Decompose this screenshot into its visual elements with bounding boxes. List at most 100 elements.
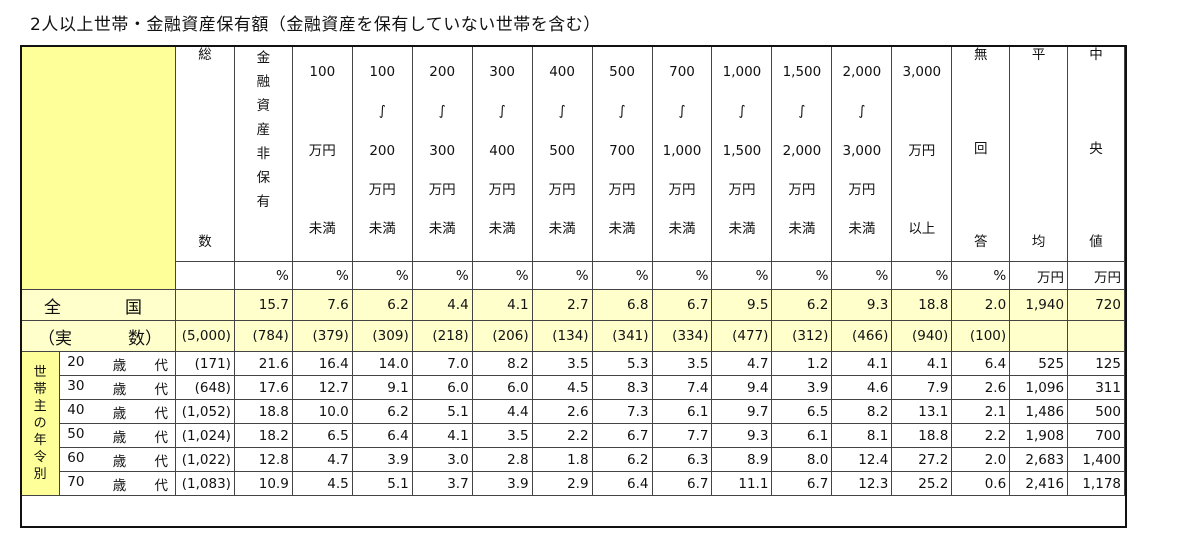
- header-char: 値: [1089, 234, 1103, 250]
- header-range-mid2: 500: [549, 142, 575, 159]
- age-count: (1,052): [175, 399, 235, 424]
- age-value: 6.0: [411, 375, 473, 400]
- age-label: 20 歳 代: [59, 351, 177, 376]
- age-value: 6.1: [651, 399, 713, 424]
- age-sai: 歳: [112, 429, 127, 446]
- header-range-mid1: ∫: [798, 103, 806, 120]
- age-number: 60: [67, 449, 85, 466]
- age-value: 2.2: [531, 423, 593, 448]
- national-value: 7.6: [291, 289, 353, 321]
- age-row: 世帯主の年令別 20 歳代 (171) 21.6 16.4 14.0 7.0 8.2 3.5 5.3…: [19, 351, 1125, 496]
- unit-cell: %: [591, 261, 653, 290]
- age-value: 1,908: [1009, 423, 1069, 448]
- age-value: 6.5: [771, 399, 833, 424]
- header-range-mid1: ∫: [378, 103, 386, 120]
- age-value: 4.4: [471, 399, 533, 424]
- age-label: 50 歳 代: [59, 423, 177, 448]
- national-count-blank: [1009, 320, 1069, 352]
- national-value: 4.4: [411, 289, 473, 321]
- age-sai: 歳: [112, 405, 127, 422]
- side-label-char: 年: [33, 433, 47, 448]
- age-value: 1,096: [1009, 375, 1069, 400]
- header-char: 産: [256, 122, 271, 138]
- unit-cell: 万円: [1009, 261, 1069, 290]
- age-row: 70 歳代 (1,083) 10.9 4.5 5.1 3.7 3.9 2.9 6.4 6.7 11.1…: [21, 471, 1125, 496]
- unit-cell: %: [651, 261, 713, 290]
- header-range-mid1: ∫: [498, 103, 506, 120]
- header-range-bottom: 未満: [848, 221, 876, 237]
- header-char: 総: [198, 47, 212, 63]
- age-value: 2.6: [531, 399, 593, 424]
- age-value: 1.8: [531, 447, 593, 472]
- corner-cell: [19, 45, 177, 290]
- national-count-label-char: （実: [38, 328, 72, 349]
- age-value: 2.9: [531, 471, 593, 496]
- age-value: 6.1: [771, 423, 833, 448]
- age-value: 12.7: [291, 375, 353, 400]
- age-value: 4.6: [831, 375, 893, 400]
- age-value: 3.9: [351, 447, 413, 472]
- age-value: 8.2: [471, 351, 533, 376]
- national-count: (334): [651, 320, 713, 352]
- age-sai: 歳: [112, 453, 127, 470]
- age-value: 6.7: [591, 423, 653, 448]
- age-value: 2,683: [1009, 447, 1069, 472]
- side-label-char: 帯: [33, 382, 47, 397]
- header-range-mid2: 200: [369, 142, 396, 159]
- age-count: (171): [175, 351, 235, 376]
- header-range-bottom: 未満: [788, 221, 816, 237]
- age-value: 9.3: [711, 423, 773, 448]
- national-row: 全国 15.7 7.6 6.2 4.4 4.1 2.7 6.8 6.7 9.5 6.2 9.3 18.8…: [19, 289, 1125, 321]
- national-count-label-char: 数）: [128, 328, 163, 349]
- national-count: (784): [233, 320, 293, 352]
- unit-cell: %: [831, 261, 893, 290]
- age-value: 12.3: [831, 471, 893, 496]
- age-value: 27.2: [891, 447, 953, 472]
- age-row: 40 歳 代 (1,052) 18.8 10.0 6.2 5.1 4.4 2.6 7.3 6.1 9.7…: [21, 399, 1125, 424]
- header-char: 非: [256, 146, 271, 162]
- age-value: 4.5: [291, 471, 353, 496]
- national-count-blank: [1067, 320, 1125, 352]
- national-value: 9.5: [711, 289, 773, 321]
- age-dai: 代: [154, 453, 169, 470]
- header-range-top: 300: [489, 64, 516, 80]
- age-value: 7.4: [651, 375, 713, 400]
- age-value: 25.2: [891, 471, 953, 496]
- age-dai: 代: [154, 357, 169, 374]
- header-range-mid1: ∫: [618, 103, 626, 120]
- national-value: 6.2: [771, 289, 833, 321]
- header-char: 融: [256, 74, 271, 90]
- age-number: 30: [67, 377, 85, 394]
- age-value: 3.9: [471, 471, 533, 496]
- age-value: 6.2: [591, 447, 653, 472]
- age-value: 3.7: [411, 471, 473, 496]
- national-value: 6.2: [351, 289, 413, 321]
- age-value: 7.0: [411, 351, 473, 376]
- national-count: (341): [591, 320, 653, 352]
- header-range-top: 500: [609, 64, 635, 80]
- header-range-mid3: 万円: [848, 181, 876, 198]
- header-range-mid3: 万円: [548, 181, 576, 198]
- age-value: 4.7: [291, 447, 353, 472]
- age-value: 5.3: [591, 351, 653, 376]
- unit-cell: %: [291, 261, 353, 290]
- age-value: 1.2: [771, 351, 833, 376]
- header-range-mid3: 万円: [608, 181, 636, 198]
- national-value: 2.7: [531, 289, 593, 321]
- age-value: 3.5: [531, 351, 593, 376]
- age-value: 8.3: [591, 375, 653, 400]
- age-row: 60 歳 代 (1,022) 12.8 4.7 3.9 3.0 2.8 1.8 6.2 6.3 8.9 8…: [21, 447, 1125, 472]
- header-range-bottom: 未満: [368, 221, 396, 237]
- age-value: 4.1: [831, 351, 893, 376]
- national-count: (379): [291, 320, 353, 352]
- header-range-mid1: ∫: [438, 103, 446, 120]
- header-range-mid2: 万円: [308, 142, 336, 159]
- header-range-mid2: 2,000: [782, 142, 822, 159]
- header-range-mid2: 300: [429, 142, 456, 159]
- national-label-char: 全: [44, 297, 61, 318]
- age-dai: 代: [154, 381, 169, 398]
- national-label-char: 国: [125, 297, 143, 318]
- national-count: (940): [891, 320, 953, 352]
- age-row: 50 歳代 (1,024) 18.2 6.5 6.4 4.1 3.5 2.2 6.7 7.7 9.3 6…: [21, 423, 1125, 448]
- age-value: 6.4: [351, 423, 413, 448]
